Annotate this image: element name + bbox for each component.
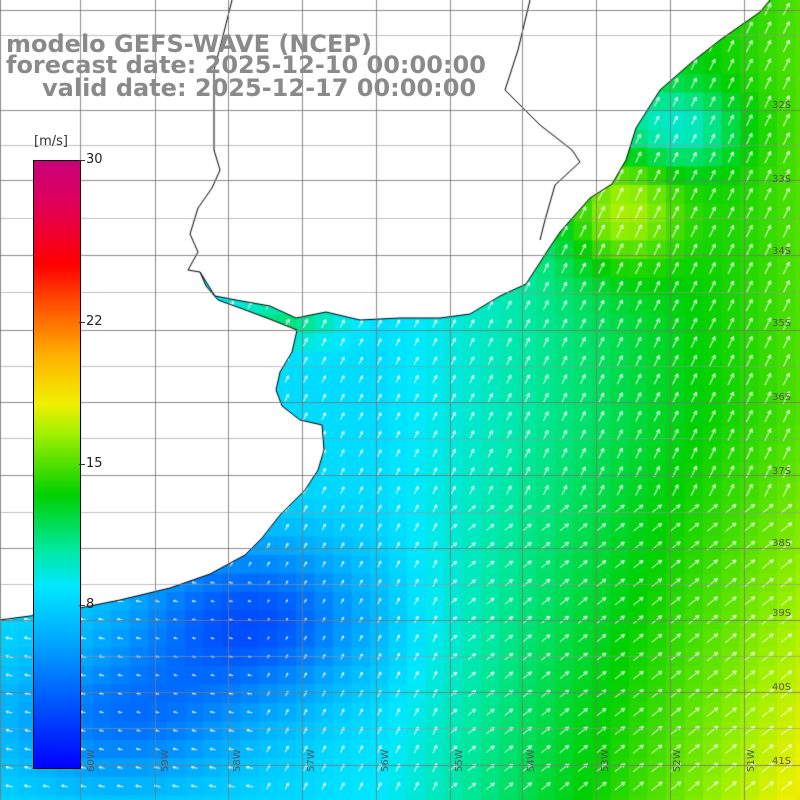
longitude-label: 58W — [232, 749, 243, 772]
longitude-label: 56W — [380, 749, 391, 772]
latitude-label: 34S — [772, 246, 792, 257]
colorbar — [33, 160, 81, 769]
longitude-label: 55W — [454, 749, 465, 772]
latitude-label: 38S — [772, 538, 792, 549]
model-title: modelo GEFS-WAVE (NCEP) — [6, 30, 372, 58]
latitude-label: 40S — [772, 682, 792, 693]
colorbar-tick-mark — [79, 463, 85, 465]
latitude-label: 37S — [772, 466, 792, 477]
longitude-label: 52W — [672, 749, 683, 772]
longitude-label: 53W — [600, 749, 611, 772]
longitude-label: 54W — [526, 749, 537, 772]
latitude-label: 35S — [772, 318, 792, 329]
longitude-label: 59W — [160, 749, 171, 772]
latitude-label: 36S — [772, 392, 792, 403]
latitude-label: 33S — [772, 174, 792, 185]
valid-date: valid date: 2025-12-17 00:00:00 — [42, 74, 477, 102]
colorbar-tick-label: 8 — [86, 597, 95, 613]
longitude-label: 60W — [86, 749, 97, 772]
forecast-date: forecast date: 2025-12-10 00:00:00 — [6, 51, 486, 79]
colorbar-tick-mark — [79, 605, 85, 607]
colorbar-tick-mark — [79, 160, 85, 161]
latitude-label: 32S — [772, 100, 792, 111]
colorbar-tick-label: 15 — [86, 455, 103, 471]
latitude-label: 41S — [772, 756, 792, 767]
longitude-label: 57W — [306, 749, 317, 772]
colorbar-tick-label: 30 — [86, 152, 103, 167]
longitude-label: 51W — [746, 749, 757, 772]
latitude-label: 39S — [772, 608, 792, 619]
colorbar-unit: [m/s] — [34, 134, 68, 149]
colorbar-tick-mark — [79, 321, 85, 323]
colorbar-tick-label: 22 — [86, 313, 103, 329]
